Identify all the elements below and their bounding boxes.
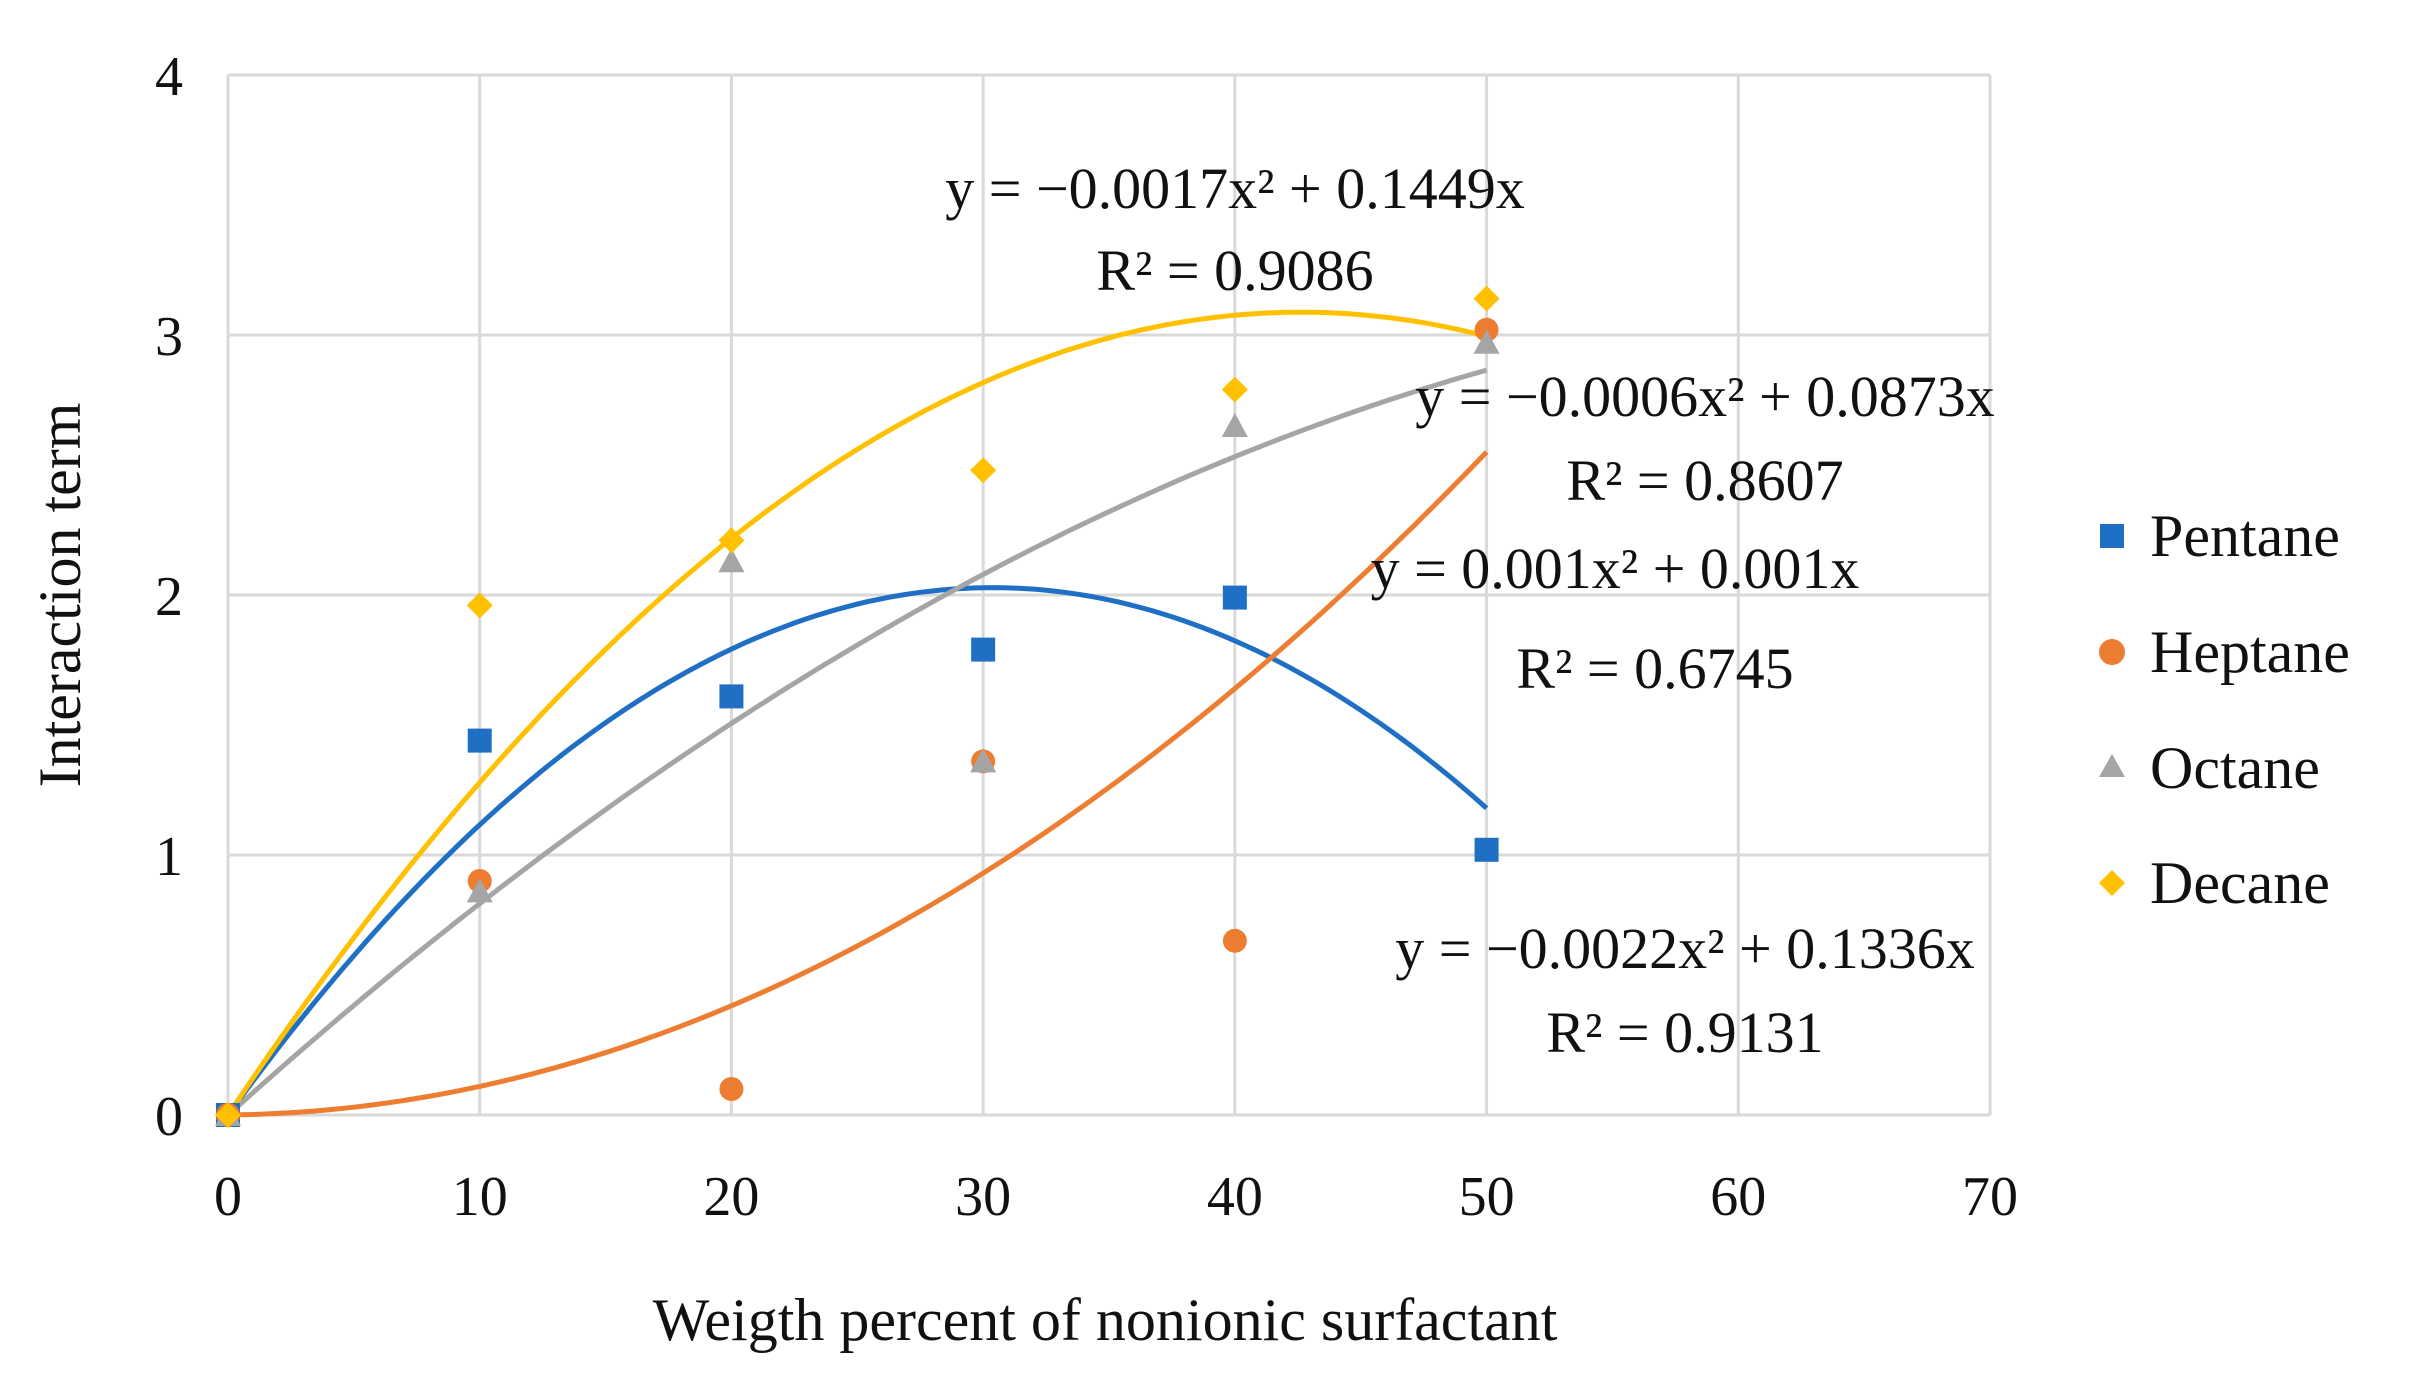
x-tick-label: 30 — [955, 1166, 1011, 1228]
point-octane — [1473, 329, 1500, 354]
x-tick-label: 60 — [1710, 1166, 1766, 1228]
point-pentane — [719, 684, 744, 709]
pentane-r2: R² = 0.9131 — [1546, 1000, 1823, 1065]
y-tick-label: 3 — [155, 306, 183, 368]
legend: Pentane Heptane Octane Decane — [2099, 503, 2350, 916]
point-decane — [1473, 285, 1500, 312]
point-decane — [466, 592, 493, 619]
y-axis-label: Interaction term — [27, 403, 93, 788]
y-tick-label: 4 — [155, 46, 183, 108]
legend-label-heptane: Heptane — [2150, 619, 2350, 685]
y-tick-label: 0 — [155, 1086, 183, 1148]
x-tick-label: 10 — [452, 1166, 508, 1228]
y-tick-label: 1 — [155, 826, 183, 888]
point-pentane — [1474, 837, 1499, 862]
decane-equation: y = −0.0017x² + 0.1449x — [945, 156, 1525, 221]
trendlines — [225, 309, 1489, 1118]
trendline-octane — [226, 367, 1488, 1117]
point-decane — [970, 457, 997, 484]
x-axis-label: Weigth percent of nonionic surfactant — [653, 1287, 1558, 1353]
point-heptane — [719, 1077, 744, 1101]
point-pentane — [1222, 585, 1247, 610]
point-decane — [215, 1102, 241, 1128]
x-tick-label: 20 — [703, 1166, 759, 1228]
heptane-equation: y = 0.001x² + 0.001x — [1371, 536, 1860, 601]
trendline-pentane — [225, 585, 1489, 1117]
decane-r2: R² = 0.9086 — [1096, 238, 1373, 303]
x-tick-label: 50 — [1459, 1166, 1515, 1228]
legend-label-octane: Octane — [2150, 735, 2320, 801]
point-octane — [718, 548, 745, 573]
legend-marker-heptane — [2099, 639, 2125, 665]
trendline-decane — [225, 309, 1488, 1117]
point-decane — [1221, 376, 1248, 403]
trendline-heptane — [227, 450, 1489, 1118]
point-octane — [466, 878, 493, 903]
point-pentane — [467, 728, 492, 753]
point-octane — [970, 748, 997, 773]
legend-label-pentane: Pentane — [2150, 503, 2340, 569]
point-heptane — [1222, 928, 1247, 953]
legend-marker-pentane — [2100, 524, 2124, 548]
y-tick-label: 2 — [155, 566, 183, 628]
octane-equation: y = −0.0006x² + 0.0873x — [1415, 364, 1995, 429]
point-octane — [1221, 413, 1248, 437]
heptane-r2: R² = 0.6745 — [1516, 636, 1793, 701]
octane-r2: R² = 0.8607 — [1566, 448, 1843, 513]
legend-marker-decane — [2099, 870, 2125, 896]
legend-marker-octane — [2099, 754, 2125, 777]
x-tick-label: 40 — [1207, 1166, 1263, 1228]
x-tick-label: 70 — [1962, 1166, 2018, 1228]
pentane-equation: y = −0.0022x² + 0.1336x — [1395, 916, 1975, 981]
point-pentane — [971, 637, 996, 662]
data-points — [215, 285, 1500, 1128]
grid — [226, 73, 1992, 1117]
x-tick-label: 0 — [214, 1166, 242, 1228]
point-decane — [718, 527, 745, 554]
legend-label-decane: Decane — [2150, 850, 2330, 916]
